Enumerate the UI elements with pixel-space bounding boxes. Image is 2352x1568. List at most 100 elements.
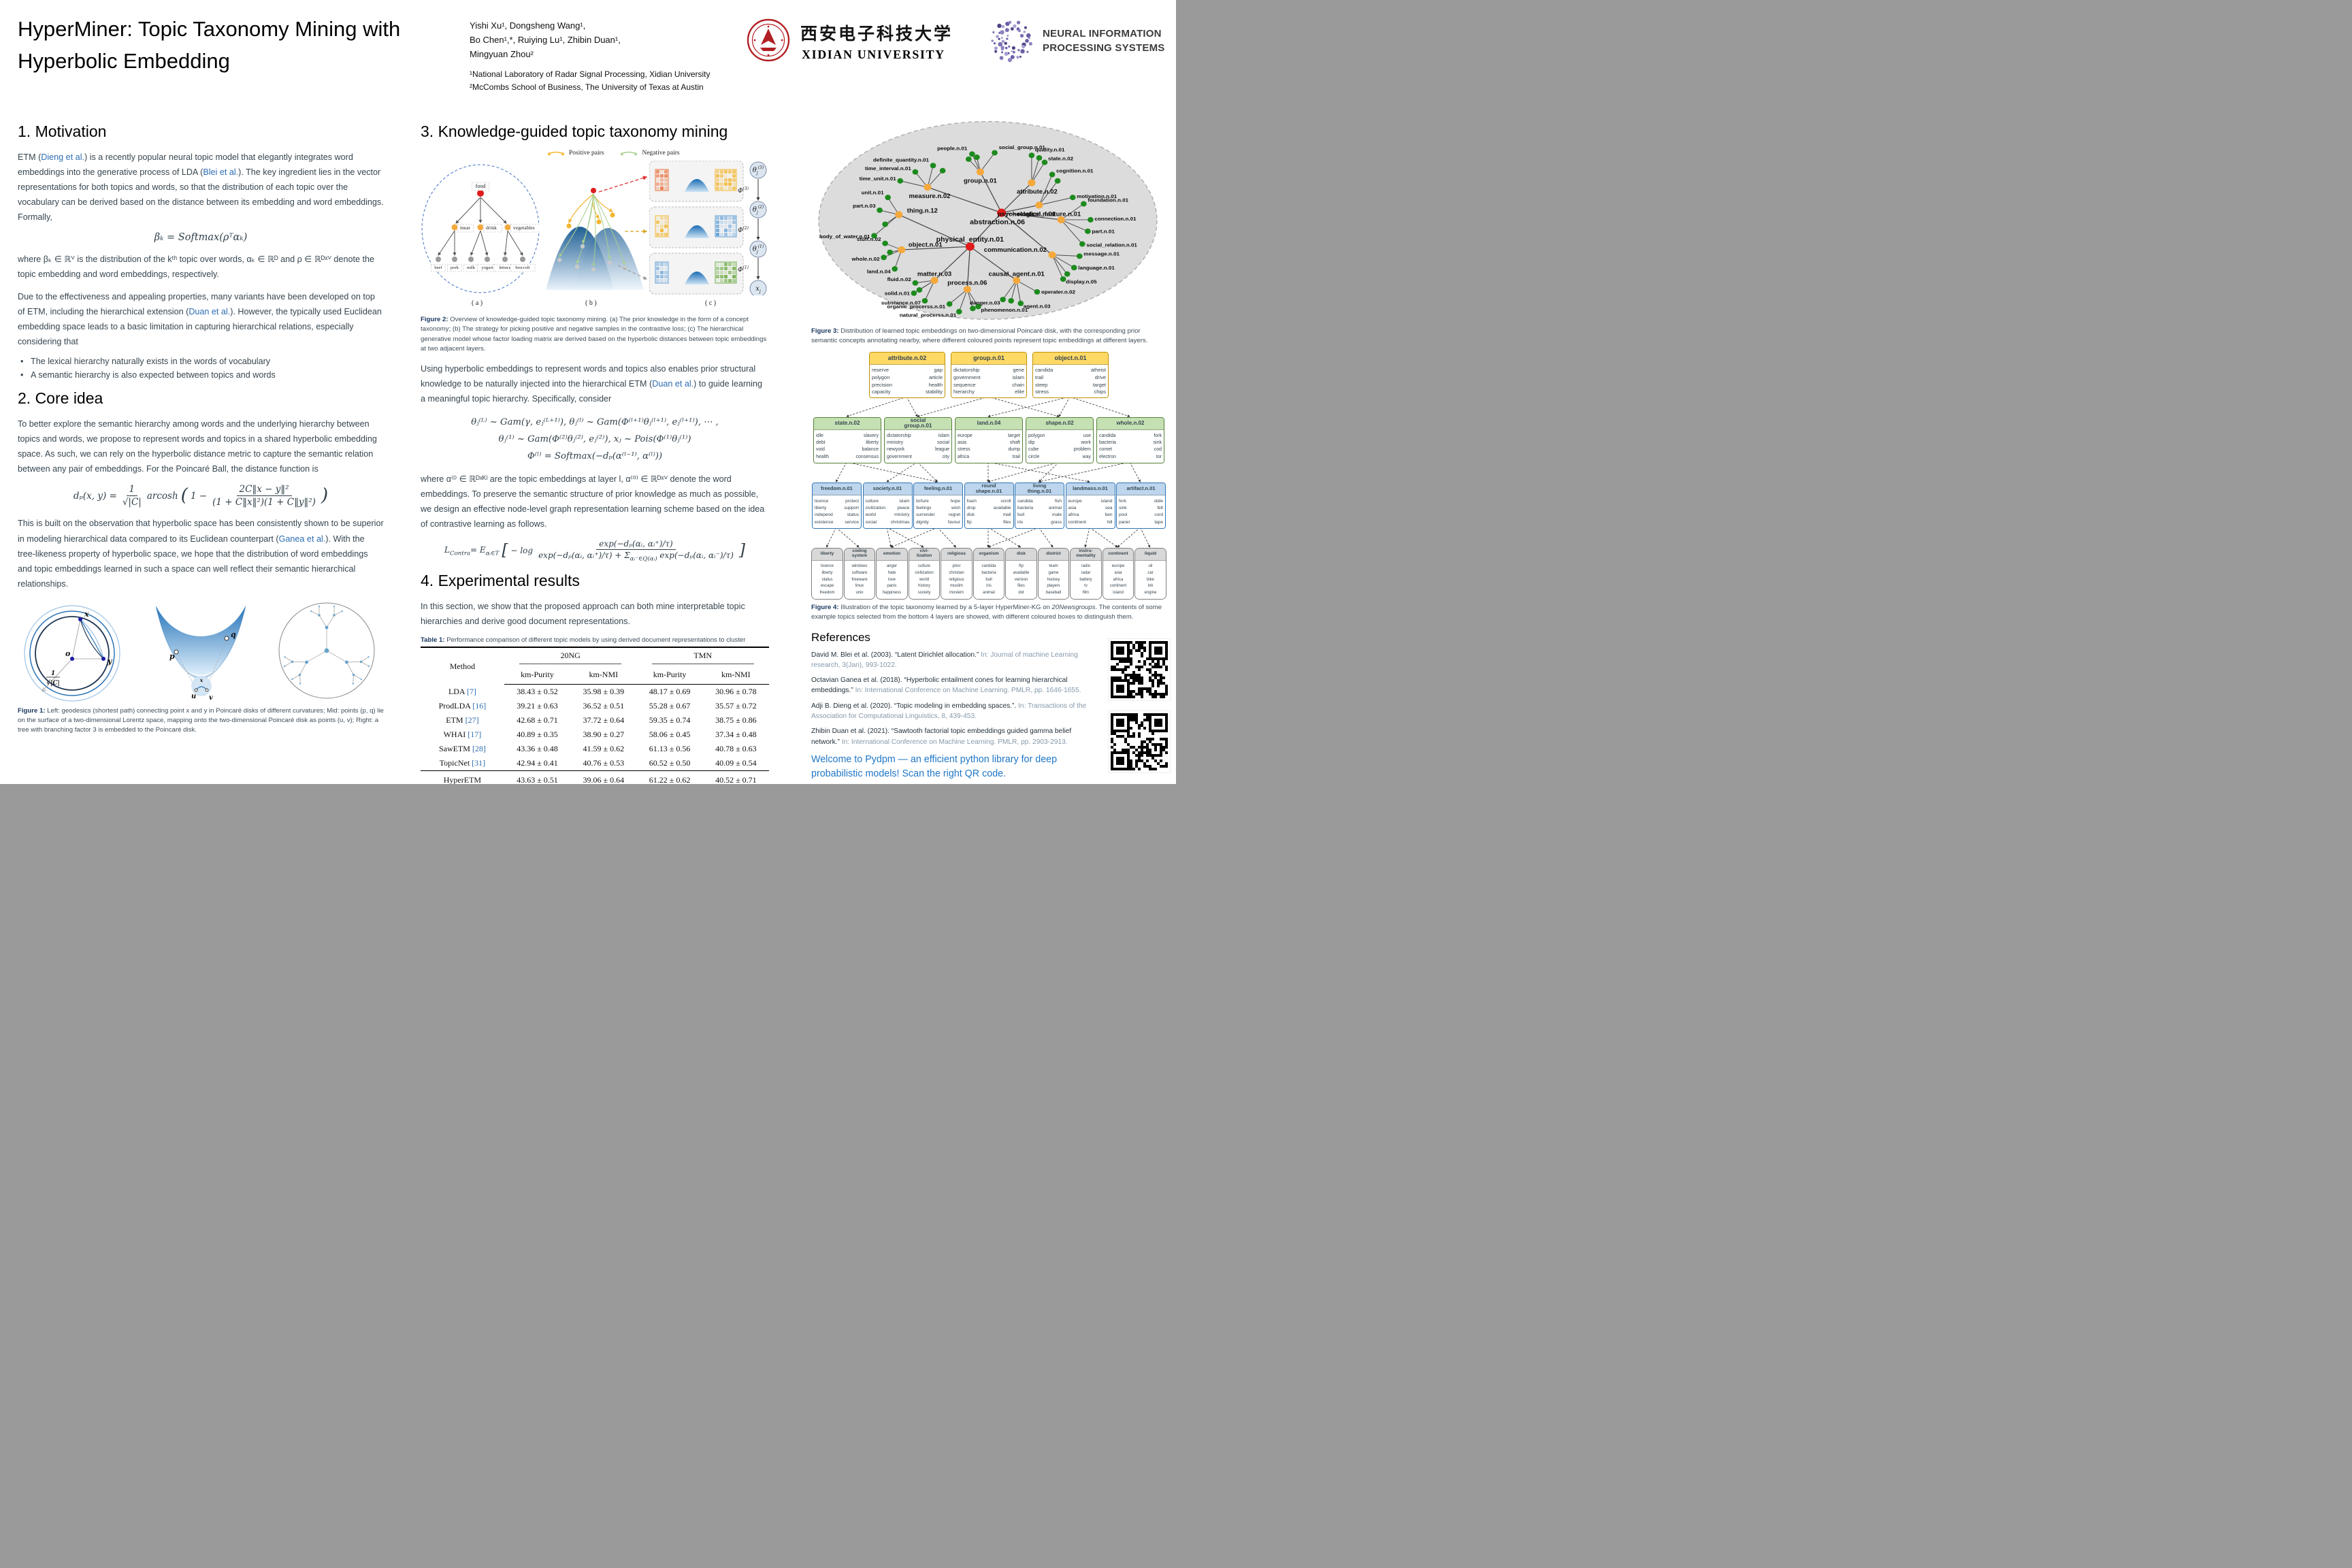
affiliation-1: ¹National Laboratory of Radar Signal Pro… xyxy=(470,69,710,79)
svg-text:θj(2): θj(2) xyxy=(753,205,764,215)
topic-label: part.n.03 xyxy=(853,203,876,209)
affiliations-block: ¹National Laboratory of Radar Signal Pro… xyxy=(470,68,710,93)
topic-label: state.n.02 xyxy=(1048,156,1074,162)
cite-duan-link[interactable]: Duan et al. xyxy=(189,307,231,317)
topic-label: process.n.06 xyxy=(947,280,987,287)
topic-node-definite_quantity.n.01 xyxy=(930,163,936,169)
cite-blei-link[interactable]: Blei et al. xyxy=(203,167,239,178)
reference-item: Octavian Ganea et al. (2018). “Hyperboli… xyxy=(811,676,1081,695)
motivation-bullets: The lexical hierarchy naturally exists i… xyxy=(19,357,384,380)
section-1-heading: 1. Motivation xyxy=(18,122,107,140)
reference-item: David M. Blei et al. (2003). “Latent Dir… xyxy=(811,651,1078,669)
topic-node-time_interval.n.01 xyxy=(912,169,919,175)
cite-dieng-link[interactable]: Dieng et al. xyxy=(41,152,84,162)
topic-node-danger.n.03 xyxy=(1000,297,1006,303)
topic-node xyxy=(939,167,946,174)
bullet-lexical-hierarchy: The lexical hierarchy naturally exists i… xyxy=(19,357,384,366)
svg-text:x: x xyxy=(84,610,89,619)
svg-text:Φ(3): Φ(3) xyxy=(738,186,749,195)
fig1-lorentz-surface: p q u v x xyxy=(156,605,246,702)
page-title: HyperMiner: Topic Taxonomy Mining with H… xyxy=(18,17,401,73)
citation-ref[interactable]: [27] xyxy=(465,715,479,725)
taxonomy-box-continent: continent europe asia africa continent island xyxy=(1102,547,1134,600)
topic-label: physical_entity.n.01 xyxy=(936,236,1004,244)
topic-node-quality.n.01 xyxy=(1028,152,1035,159)
taxonomy-box-landmass.n.01: landmass.n.01 europe island asia sea africa be… xyxy=(1065,482,1115,529)
topic-node-cognition.n.01 xyxy=(1049,172,1056,178)
taxonomy-box-artifact.n.01: artifact.n.01 fork slide sink felt pool cord pa… xyxy=(1116,482,1166,529)
topic-node-matter.n.03 xyxy=(930,276,938,284)
topic-label: measure.n.02 xyxy=(909,193,951,199)
citation-ref[interactable]: [17] xyxy=(468,730,482,740)
topic-node-attribute.n.02 xyxy=(1028,179,1036,186)
citation-ref[interactable]: [16] xyxy=(472,701,487,711)
figure-1: x y o 1 √|C| p q u v x xyxy=(18,599,384,702)
topic-node-message.n.01 xyxy=(1076,253,1083,259)
references-list: David M. Blei et al. (2003). “Latent Dir… xyxy=(811,650,1096,747)
xidian-emblem-icon xyxy=(746,18,791,66)
fig2-generative-model: θj(3) Φ(3) θj(2) Φ(2) θj(1) Φ(1) xj xyxy=(649,161,767,295)
topic-node-organic_procerss.n.01 xyxy=(946,301,953,307)
topic-node-substance.n.07 xyxy=(921,297,928,304)
topic-node-display.n.05 xyxy=(1060,276,1066,282)
fig2-panel-a-label: ( a ) xyxy=(472,299,483,307)
svg-text:yogurt: yogurt xyxy=(482,265,493,270)
taxonomy-box-state.n.02: state.n.02 idle slavery debt liberty void bala… xyxy=(813,416,881,463)
topic-node-solid.n.01 xyxy=(911,290,917,296)
svg-text:xj: xj xyxy=(755,285,761,294)
topic-node-thing.n.12 xyxy=(895,211,903,218)
topic-node-language.n.01 xyxy=(1071,265,1077,271)
fig1-poincare-geodesics: x y o 1 √|C| xyxy=(24,605,120,702)
figure-4-topic-taxonomy: attribute.n.02 reserve gap polygon article pr… xyxy=(811,351,1166,601)
topic-label: part.n.01 xyxy=(1092,229,1115,235)
svg-text:u: u xyxy=(191,693,196,700)
figure-1-caption: Figure 1: Left: geodesics (shortest path… xyxy=(18,706,384,734)
topic-label: psychological_feature.n.01 xyxy=(998,211,1081,218)
topic-label: relation.n.01 xyxy=(1017,211,1056,218)
table-method-header: Method xyxy=(449,661,476,671)
topic-node xyxy=(1008,297,1015,304)
topic-label: message.n.01 xyxy=(1083,251,1120,257)
references-heading: References xyxy=(811,630,870,644)
qr-code-paper xyxy=(1108,638,1171,701)
svg-text:food: food xyxy=(476,183,486,189)
taxonomy-box-coding-system: coding system windows software freeware linu… xyxy=(843,547,876,600)
table-group-tmn: TMN xyxy=(636,647,769,667)
taxonomy-box-land.n.04: land.n.04 europe target asia shaft stress dump… xyxy=(955,416,1023,463)
svg-text:vegetables: vegetables xyxy=(513,225,535,231)
svg-text:p: p xyxy=(169,652,175,661)
topic-label: communication.n.02 xyxy=(984,246,1047,253)
figure-3-poincare-disk: abstraction.n.06 physical_entity.n.01 grou… xyxy=(818,120,1158,320)
citation-ref[interactable]: [7] xyxy=(466,687,476,697)
citation-ref[interactable]: [28] xyxy=(472,744,486,754)
taxonomy-box-liberty: liberty licence liberty status escape freedom xyxy=(811,547,843,600)
topic-label: quality.n.01 xyxy=(1035,147,1065,153)
citation-ref[interactable]: [31] xyxy=(472,758,486,768)
xidian-calligraphy: 西安电子科技大学 xyxy=(800,24,953,44)
equation-generative-model: θⱼ⁽ᴸ⁾ ~ Gam(γ, eⱼ⁽ᴸ⁺¹⁾), θⱼ⁽ˡ⁾ ~ Gam(Φ⁽ˡ… xyxy=(471,416,719,461)
poster-root: HyperMiner: Topic Taxonomy Mining with H… xyxy=(0,0,1176,784)
topic-label: substance.n.07 xyxy=(881,300,921,306)
cite-duan-link-2[interactable]: Duan et al. xyxy=(652,378,694,389)
bullet-semantic-hierarchy: A semantic hierarchy is also expected be… xyxy=(19,370,384,380)
topic-label: land.n.04 xyxy=(867,269,892,275)
cite-ganea-link[interactable]: Ganea et al. xyxy=(278,534,326,544)
taxonomy-box-district: district team game hockey players baseball xyxy=(1037,547,1070,600)
taxonomy-box-round-shape.n.01: round shape.n.01 foam scroll drop available d… xyxy=(964,482,1014,529)
positive-pairs-label: Positive pairs xyxy=(569,150,604,157)
topic-node-state.n.02 xyxy=(1041,159,1048,165)
fig2-panel-c-label: ( c ) xyxy=(705,299,717,307)
topic-node xyxy=(974,154,980,161)
topic-label: language.n.01 xyxy=(1078,265,1115,271)
topic-label: solid.n.01 xyxy=(885,291,911,297)
topic-label: danger.n.03 xyxy=(970,300,1000,306)
topic-node xyxy=(1036,154,1043,161)
qr-code-pydpm xyxy=(1108,710,1171,773)
negative-pairs-arrow-icon xyxy=(621,151,638,156)
authors-block: Yishi Xu¹, Dongsheng Wang¹, Bo Chen¹,*, … xyxy=(470,19,621,61)
topic-label: time_unit.n.01 xyxy=(860,176,897,182)
method-paragraph-1: Using hyperbolic embeddings to represent… xyxy=(421,363,762,404)
motivation-paragraph-3: Due to the effectiveness and appealing p… xyxy=(18,292,382,347)
fig2-hyperbolic-sampling xyxy=(546,188,644,290)
equation-poincare-distance: dₚ(x, y) = 1 √|C| arcosh ( 1 − 2C‖x − y‖²… xyxy=(73,484,329,508)
